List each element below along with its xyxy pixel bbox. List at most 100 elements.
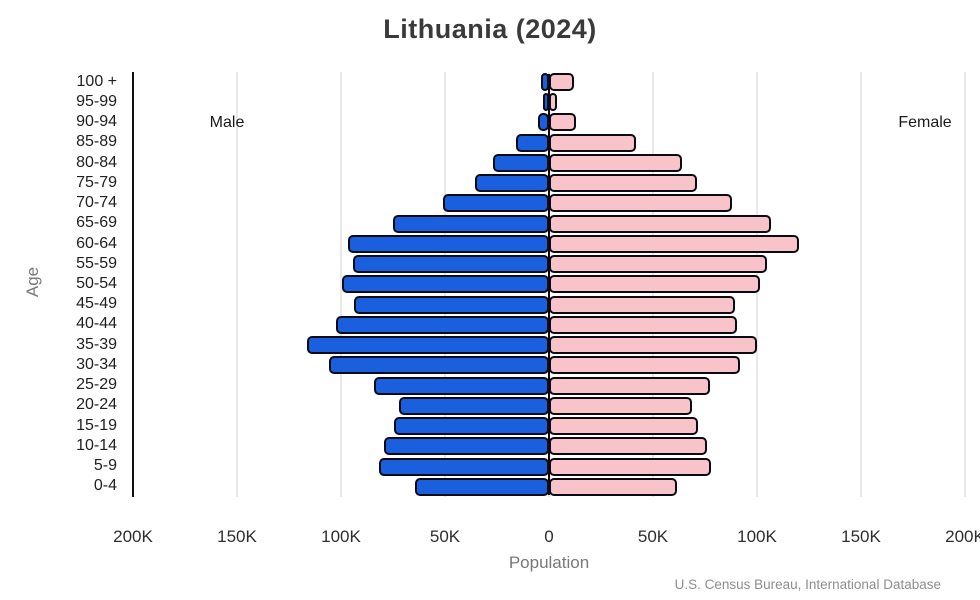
x-tick-label-8: 200K bbox=[945, 527, 980, 546]
age-label-0-4: 0-4 bbox=[93, 477, 117, 495]
source-attribution: U.S. Census Bureau, International Databa… bbox=[674, 577, 941, 592]
pyramid-row-0-4 bbox=[133, 477, 965, 497]
age-label-15-19: 15-19 bbox=[76, 416, 117, 434]
female-bar-85-89[interactable] bbox=[549, 133, 636, 152]
female-bar-65-69[interactable] bbox=[549, 214, 771, 233]
female-bar-90-94[interactable] bbox=[549, 113, 576, 132]
pyramid-row-50-54 bbox=[133, 274, 965, 294]
female-bar-70-74[interactable] bbox=[549, 194, 733, 213]
male-bar-25-29[interactable] bbox=[373, 376, 549, 395]
x-tick-label-1: 150K bbox=[217, 527, 257, 546]
male-bar-10-14[interactable] bbox=[383, 437, 549, 456]
pyramid-row-60-64 bbox=[133, 234, 965, 254]
male-bar-65-69[interactable] bbox=[392, 214, 549, 233]
age-label-95-99: 95-99 bbox=[76, 92, 117, 110]
male-bar-40-44[interactable] bbox=[335, 315, 549, 334]
age-label-35-39: 35-39 bbox=[76, 335, 117, 353]
y-axis-line bbox=[132, 72, 134, 497]
male-bar-15-19[interactable] bbox=[394, 417, 549, 436]
pyramid-rows bbox=[133, 72, 965, 497]
gridline bbox=[964, 72, 966, 497]
pyramid-row-70-74 bbox=[133, 193, 965, 213]
y-axis-title: Age bbox=[23, 266, 42, 298]
pyramid-row-20-24 bbox=[133, 396, 965, 416]
male-bar-35-39[interactable] bbox=[307, 336, 549, 355]
age-label-20-24: 20-24 bbox=[76, 396, 117, 414]
female-bar-50-54[interactable] bbox=[549, 275, 760, 294]
female-bar-25-29[interactable] bbox=[549, 376, 711, 395]
female-bar-35-39[interactable] bbox=[549, 336, 758, 355]
pyramid-row-80-84 bbox=[133, 153, 965, 173]
female-bar-60-64[interactable] bbox=[549, 234, 800, 253]
gridline bbox=[860, 72, 862, 497]
age-label-85-89: 85-89 bbox=[76, 133, 117, 151]
male-bar-80-84[interactable] bbox=[492, 153, 549, 172]
male-bar-75-79[interactable] bbox=[475, 174, 549, 193]
x-tick-label-2: 100K bbox=[321, 527, 361, 546]
age-label-30-34: 30-34 bbox=[76, 355, 117, 373]
male-bar-60-64[interactable] bbox=[347, 234, 549, 253]
female-bar-100[interactable] bbox=[549, 73, 574, 91]
pyramid-row-85-89 bbox=[133, 133, 965, 153]
female-bar-55-59[interactable] bbox=[549, 255, 767, 274]
age-label-55-59: 55-59 bbox=[76, 254, 117, 272]
male-bar-45-49[interactable] bbox=[354, 295, 549, 314]
age-label-90-94: 90-94 bbox=[76, 113, 117, 131]
female-bar-45-49[interactable] bbox=[549, 295, 735, 314]
pyramid-row-15-19 bbox=[133, 416, 965, 436]
pyramid-row-75-79 bbox=[133, 173, 965, 193]
pyramid-row-65-69 bbox=[133, 214, 965, 234]
male-bar-0-4[interactable] bbox=[415, 477, 549, 496]
female-bar-40-44[interactable] bbox=[549, 315, 738, 334]
x-tick-label-4: 0 bbox=[544, 527, 554, 546]
age-label-5-9: 5-9 bbox=[93, 457, 117, 475]
age-label-25-29: 25-29 bbox=[76, 376, 117, 394]
pyramid-row-35-39 bbox=[133, 335, 965, 355]
pyramid-row-25-29 bbox=[133, 376, 965, 396]
male-bar-70-74[interactable] bbox=[443, 194, 549, 213]
x-tick-label-6: 100K bbox=[737, 527, 777, 546]
pyramid-row-30-34 bbox=[133, 355, 965, 375]
pyramid-row-10-14 bbox=[133, 436, 965, 456]
age-label-100: 100 + bbox=[76, 72, 117, 90]
x-tick-label-5: 50K bbox=[637, 527, 669, 546]
plot-area bbox=[132, 72, 966, 497]
female-bar-75-79[interactable] bbox=[549, 174, 697, 193]
male-bar-20-24[interactable] bbox=[398, 396, 549, 415]
pyramid-row-45-49 bbox=[133, 295, 965, 315]
age-axis-labels: 100 + 95-99 90-94 85-89 80-84 75-79 70-74 65-69… bbox=[0, 72, 125, 497]
x-tick-label-0: 200K bbox=[113, 527, 153, 546]
female-bar-10-14[interactable] bbox=[549, 437, 707, 456]
x-axis-title: Population bbox=[508, 553, 590, 572]
age-label-60-64: 60-64 bbox=[76, 234, 117, 252]
male-bar-55-59[interactable] bbox=[353, 255, 549, 274]
male-bar-50-54[interactable] bbox=[342, 275, 549, 294]
gridline bbox=[236, 72, 238, 497]
age-label-75-79: 75-79 bbox=[76, 173, 117, 191]
gridline bbox=[340, 72, 342, 497]
age-label-10-14: 10-14 bbox=[76, 436, 117, 454]
female-bar-5-9[interactable] bbox=[549, 457, 712, 476]
female-bar-80-84[interactable] bbox=[549, 153, 683, 172]
age-label-45-49: 45-49 bbox=[76, 295, 117, 313]
female-bar-95-99[interactable] bbox=[549, 93, 557, 112]
center-divider-line bbox=[548, 74, 550, 495]
female-bar-0-4[interactable] bbox=[549, 477, 678, 496]
male-bar-5-9[interactable] bbox=[378, 457, 549, 476]
male-annotation: Male bbox=[209, 114, 245, 131]
male-bar-85-89[interactable] bbox=[515, 133, 549, 152]
female-bar-30-34[interactable] bbox=[549, 356, 740, 375]
pyramid-row-40-44 bbox=[133, 315, 965, 335]
female-bar-20-24[interactable] bbox=[549, 396, 693, 415]
age-label-50-54: 50-54 bbox=[76, 275, 117, 292]
female-annotation: Female bbox=[898, 114, 952, 131]
pyramid-row-5-9 bbox=[133, 457, 965, 477]
female-bar-15-19[interactable] bbox=[549, 417, 698, 436]
age-label-80-84: 80-84 bbox=[76, 153, 117, 171]
male-bar-30-34[interactable] bbox=[329, 356, 549, 375]
pyramid-row-55-59 bbox=[133, 254, 965, 274]
chart-title: Lithuania (2024) bbox=[383, 14, 597, 44]
x-tick-label-3: 50K bbox=[429, 527, 461, 546]
age-label-70-74: 70-74 bbox=[76, 194, 117, 212]
